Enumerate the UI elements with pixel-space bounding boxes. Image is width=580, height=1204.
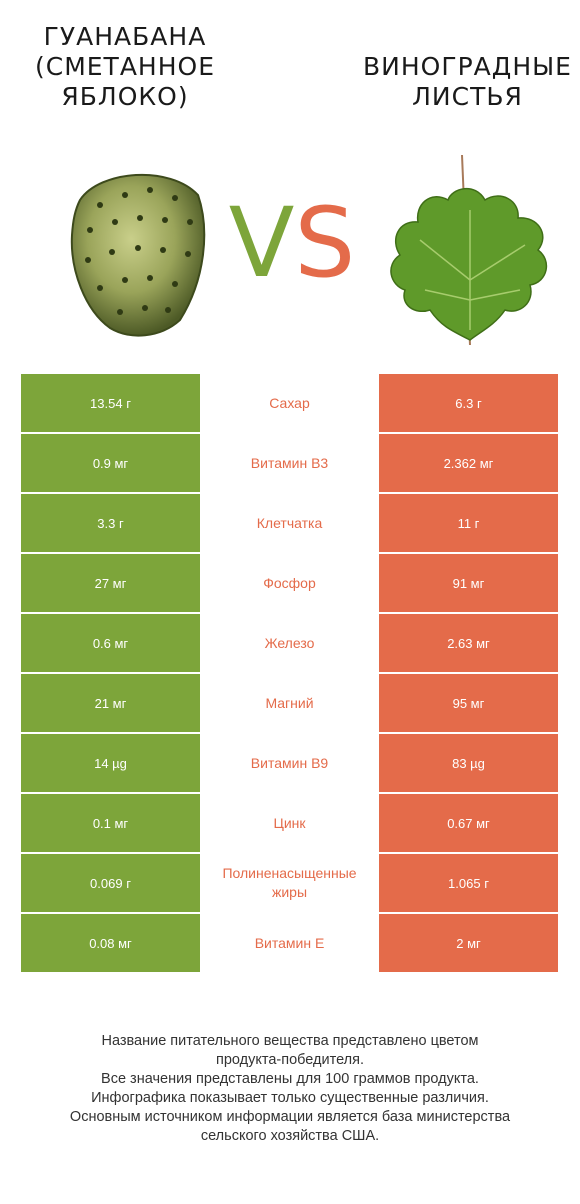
- left-value: 0.9 мг: [21, 434, 200, 492]
- grape-leaf-image: [390, 154, 548, 346]
- left-value: 0.069 г: [21, 854, 200, 912]
- right-value: 83 µg: [379, 734, 558, 792]
- right-food-title: ВИНОГРАДНЫЕ ЛИСТЬЯ: [363, 52, 572, 111]
- left-value: 21 мг: [21, 674, 200, 732]
- table-row: 0.9 мг Витамин B3 2.362 мг: [21, 434, 558, 494]
- footer-line: сельского хозяйства США.: [200, 1128, 380, 1144]
- footer-line: Название питательного вещества представл…: [101, 1033, 479, 1049]
- left-value: 13.54 г: [21, 374, 200, 432]
- table-row: 21 мг Магний 95 мг: [21, 674, 558, 734]
- left-value: 27 мг: [21, 554, 200, 612]
- nutrient-name: Магний: [200, 674, 379, 732]
- nutrient-name: Фосфор: [200, 554, 379, 612]
- left-value: 0.08 мг: [21, 914, 200, 972]
- table-row: 3.3 г Клетчатка 11 г: [21, 494, 558, 554]
- nutrient-name: Клетчатка: [200, 494, 379, 552]
- left-value: 14 µg: [21, 734, 200, 792]
- left-food-title: ГУАНАБАНА (СМЕТАННОЕ ЯБЛОКО): [34, 22, 216, 111]
- nutrient-name: Цинк: [200, 794, 379, 852]
- table-row: 27 мг Фосфор 91 мг: [21, 554, 558, 614]
- right-value: 91 мг: [379, 554, 558, 612]
- comparison-table: 13.54 г Сахар 6.3 г 0.9 мг Витамин B3 2.362 м…: [21, 374, 558, 974]
- right-value: 2.63 мг: [379, 614, 558, 672]
- table-row: 0.6 мг Железо 2.63 мг: [21, 614, 558, 674]
- nutrient-name: Сахар: [200, 374, 379, 432]
- nutrient-name: Витамин B3: [200, 434, 379, 492]
- right-value: 6.3 г: [379, 374, 558, 432]
- nutrient-name: Витамин E: [200, 914, 379, 972]
- right-value: 95 мг: [379, 674, 558, 732]
- vs-label: VS: [228, 187, 356, 299]
- right-value: 2.362 мг: [379, 434, 558, 492]
- table-row: 14 µg Витамин B9 83 µg: [21, 734, 558, 794]
- footer-note: Название питательного вещества представл…: [20, 1032, 560, 1146]
- footer-line: Основным источником информации является …: [69, 1109, 511, 1125]
- right-value: 2 мг: [379, 914, 558, 972]
- footer-line: продукта-победителя.: [215, 1052, 365, 1068]
- left-value: 3.3 г: [21, 494, 200, 552]
- table-row: 0.069 г Полиненасыщенные жиры 1.065 г: [21, 854, 558, 914]
- nutrient-name: Полиненасыщенные жиры: [200, 854, 379, 912]
- left-value: 0.1 мг: [21, 794, 200, 852]
- footer-line: Инфографика показывает только существенн…: [91, 1090, 489, 1106]
- right-value: 1.065 г: [379, 854, 558, 912]
- right-value: 0.67 мг: [379, 794, 558, 852]
- table-row: 13.54 г Сахар 6.3 г: [21, 374, 558, 434]
- footer-line: Все значения представлены для 100 граммо…: [101, 1071, 479, 1087]
- right-value: 11 г: [379, 494, 558, 552]
- left-value: 0.6 мг: [21, 614, 200, 672]
- table-row: 0.1 мг Цинк 0.67 мг: [21, 794, 558, 854]
- nutrient-name: Витамин B9: [200, 734, 379, 792]
- soursop-image: [70, 173, 206, 337]
- nutrient-name: Железо: [200, 614, 379, 672]
